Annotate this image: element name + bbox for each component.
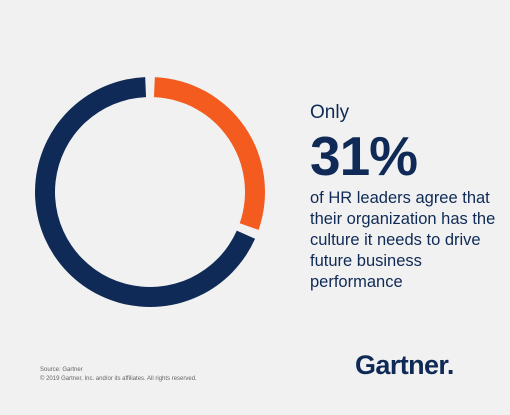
footer: Source: Gartner © 2019 Gartner, Inc. and… — [40, 366, 197, 384]
headline-prefix: Only — [310, 102, 350, 123]
source-text: Source: Gartner — [40, 367, 83, 373]
copyright-text: © 2019 Gartner, Inc. and/or its affiliat… — [40, 376, 197, 382]
headline-stat: 31% — [310, 125, 418, 187]
headline-description: of HR leaders agree that their organizat… — [310, 189, 496, 291]
donut-slice-1 — [153, 77, 265, 230]
gartner-logo: Gartner. — [355, 350, 454, 380]
donut-chart — [35, 77, 265, 307]
stat-text-block: Only 31% of HR leaders agree that their … — [310, 102, 500, 293]
